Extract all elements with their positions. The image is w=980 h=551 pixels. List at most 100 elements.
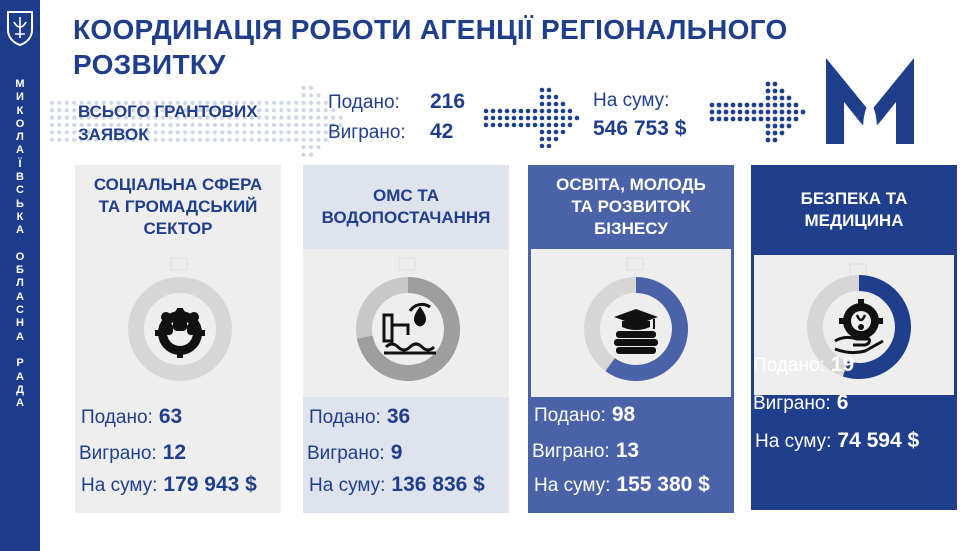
card-stats: Подано: 19 Виграно: 6 На суму: 74 594 $ [751,353,957,510]
arrow-dot [79,108,84,113]
arrow-dot [190,130,195,135]
arrow-dot [212,100,217,105]
arrow-dot [175,115,180,120]
arrow-dot [751,102,757,108]
card-title: ОМС ТА ВОДОПОСТАЧАННЯ [303,165,509,249]
health-shield-icon [834,299,884,355]
arrow-dot [116,100,121,105]
sum-value: 179 943 $ [163,473,257,496]
dotted-arrow-icon [483,87,580,148]
arrow-dot [220,115,225,120]
arrow-dot [294,108,299,113]
arrow-dot [79,130,84,135]
arrow-dot [560,101,566,107]
won-label: Виграно: [307,443,385,464]
submitted-value: 216 [430,90,466,113]
arrow-dot [490,108,496,114]
arrow-dot [79,137,84,142]
arrow-dot [94,115,99,120]
arrow-dot [57,108,62,113]
arrow-dot [772,137,778,143]
arrow-dot [212,108,217,113]
arrow-dot [146,100,151,105]
arrow-dot [793,116,799,122]
arrow-dot [539,94,545,100]
arrow-dot [525,108,531,114]
arrow-dot [101,100,106,105]
arrow-dot [242,100,247,105]
image-placeholder-icon [626,257,644,271]
arrow-dot [220,137,225,142]
card-stats: Подано: 98 Виграно: 13 На суму: 155 380 $ [528,397,734,513]
arrow-dot [123,108,129,113]
people-gear-icon [155,308,205,358]
won-label: Виграно: [532,441,610,462]
arrow-dot [716,102,722,108]
vertical-letter: Б [16,264,24,277]
arrow-dot [183,137,188,142]
arrow-dot [264,122,269,128]
arrow-dot [183,115,188,120]
arrow-dot [779,102,785,108]
arrow-dot [227,115,232,120]
arrow-dot [765,116,771,122]
image-placeholder-icon [398,257,416,271]
won-value: 42 [430,120,454,143]
arrow-dot [257,137,262,142]
arrow-dot [758,102,764,108]
arrow-dot [504,108,510,114]
arrow-dot [190,115,195,120]
arrow-dot [101,115,106,120]
arrow-dot [316,115,321,120]
arrow-dot [553,115,559,121]
arrow-dot [730,109,736,115]
arrow-dot [146,115,151,120]
arrow-dot [737,102,743,108]
arrow-dot [532,115,538,121]
arrow-dot [765,109,771,115]
arrow-dot [800,109,806,115]
card-graphic [75,249,281,397]
card-submitted: Подано: 36 [309,405,410,429]
arrow-dot [286,130,291,135]
arrow-dot [249,122,254,128]
arrow-dot [574,115,580,121]
arrow-dot [205,137,210,142]
sidebar-band: М И К О Л А Ї В С Ь К А О Б Л А С Н А Р … [0,0,40,551]
coat-of-arms-icon [7,11,33,46]
sum-value: 136 836 $ [391,473,485,496]
totals-sum-value: 546 753 $ [593,117,687,140]
arrow-dot [323,137,328,142]
arrow-dot [308,152,314,157]
arrow-dot [146,137,151,142]
arrow-dot [279,115,284,120]
arrow-dot [197,130,203,135]
card-sum: На суму: 74 594 $ [755,429,919,453]
arrow-dot [249,137,254,142]
submitted-label: Подано: [534,405,606,426]
arrow-dot [546,143,552,148]
arrow-dot [64,108,69,113]
arrow-dot [175,122,180,128]
arrow-dot [138,122,143,128]
arrow-dot [271,108,277,113]
arrow-dot [205,115,210,120]
arrow-dot [539,101,545,107]
arrow-dot [316,145,321,150]
arrow-dot [197,115,203,120]
arrow-dot [49,137,55,142]
arrow-dot [160,108,166,113]
arrow-dot [227,122,232,128]
arrow-dot [212,122,217,128]
arrow-dot [765,130,771,136]
vertical-letter: О [15,117,25,130]
arrow-dot [160,137,166,142]
arrow-dot [138,108,143,113]
vertical-letter: А [16,330,24,343]
card-title: СОЦІАЛЬНА СФЕРА ТА ГРОМАДСЬКИЙ СЕКТОР [75,165,281,249]
arrow-dot [57,130,62,135]
arrow-dot [49,100,55,105]
arrow-dot [183,122,188,128]
sum-label: На суму: [81,475,158,496]
arrow-dot [294,100,299,105]
